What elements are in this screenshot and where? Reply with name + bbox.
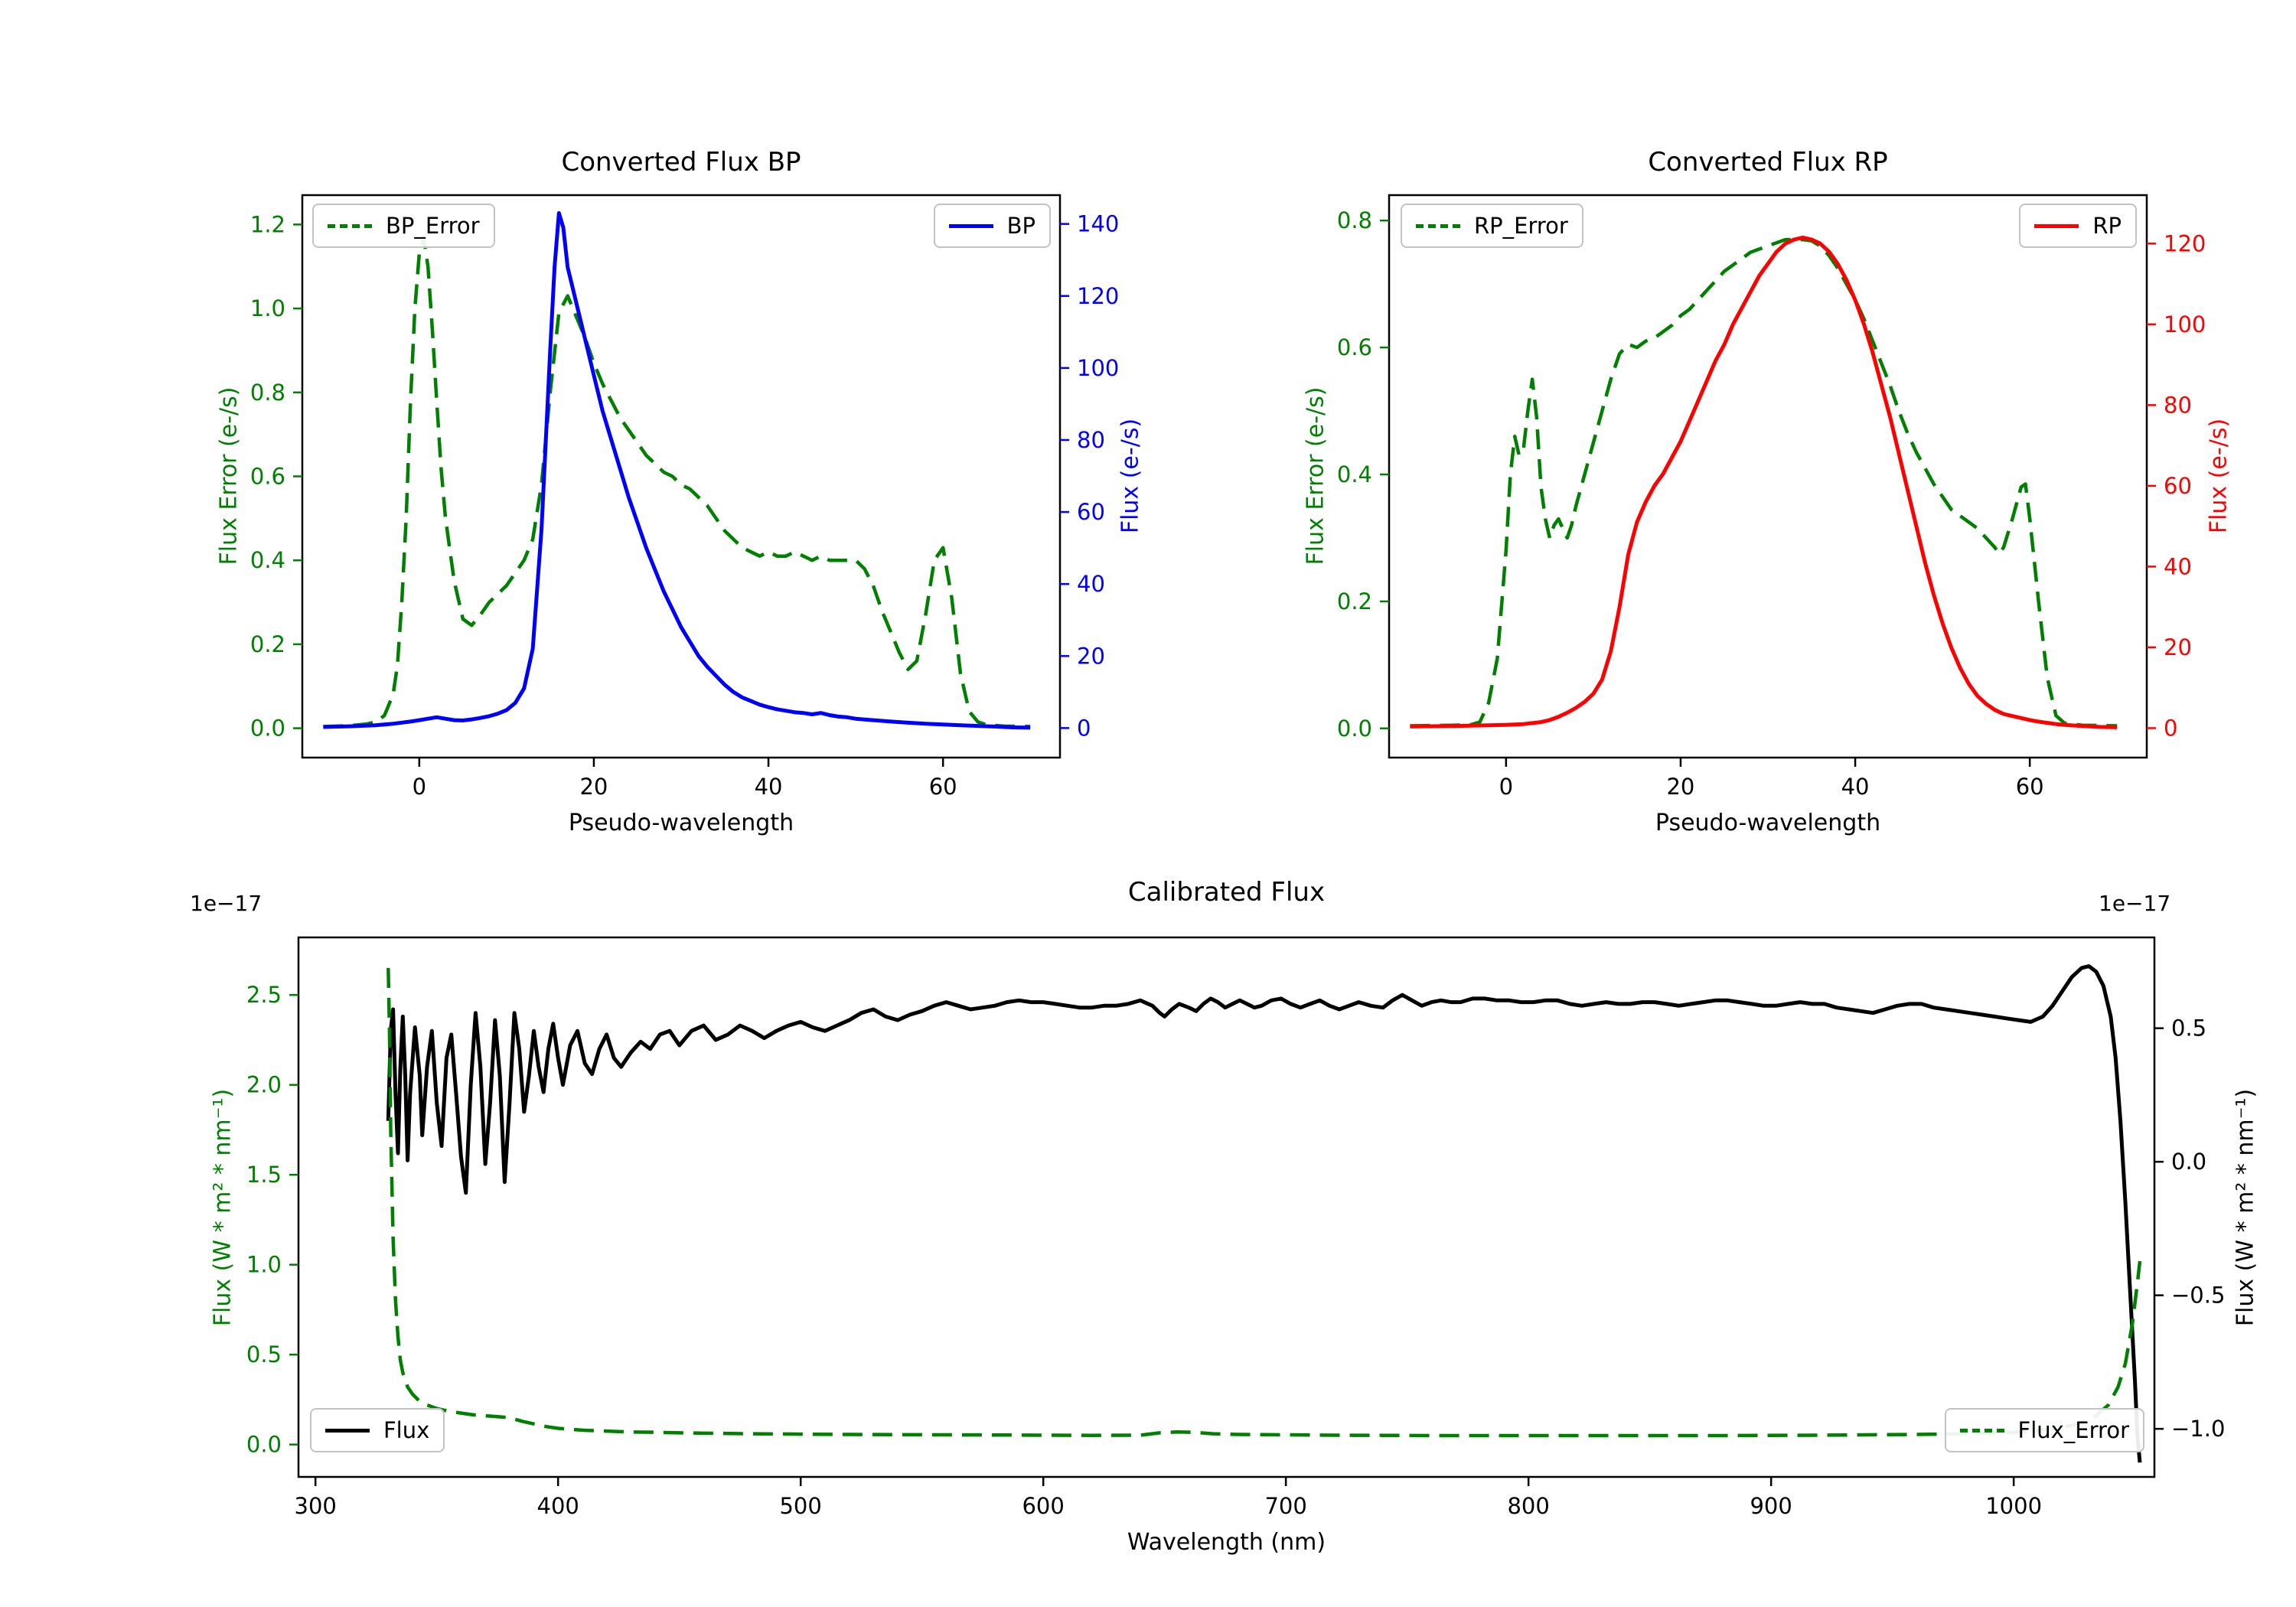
x-tick-label: 800 <box>1507 1493 1549 1519</box>
x-tick-label: 700 <box>1264 1493 1306 1519</box>
bp-legend-line-icon <box>948 223 993 228</box>
series-line-Flux_Error <box>386 967 2142 1438</box>
right-y-tick-label: 120 <box>2164 230 2206 256</box>
x-tick-label: 400 <box>537 1493 579 1519</box>
bp-left-yaxis-label: Flux Error (e-/s) <box>215 386 243 566</box>
flux-error-legend-label: Flux_Error <box>2017 1417 2129 1443</box>
right-y-tick-label: 0.0 <box>2171 1149 2206 1175</box>
left-y-tick-label: 0.0 <box>1337 715 1372 742</box>
chart-calibrated: 300 400 500 600 700 800 900 1000 0.0 0.5 1.0 1.5 2.0… <box>246 936 2225 1519</box>
right-y-tick-label: 120 <box>1077 283 1119 309</box>
right-y-tick-label: 0 <box>1077 715 1091 741</box>
series-line-RP_Error <box>1410 237 2118 728</box>
left-y-tick-label: 2.0 <box>246 1072 282 1098</box>
bp-xaxis-label: Pseudo-wavelength <box>568 810 794 836</box>
right-y-tick-label: 0.5 <box>2171 1015 2206 1041</box>
x-tick-label: 40 <box>1841 774 1870 800</box>
flux-error-legend: Flux_Error <box>1944 1408 2144 1452</box>
flux-legend: Flux <box>310 1408 445 1452</box>
left-y-tick-label: 0.8 <box>250 380 285 406</box>
right-y-tick-label: 20 <box>1077 643 1105 669</box>
left-scale-offset-text: 1e−17 <box>190 891 263 916</box>
right-y-tick-label: 80 <box>1077 427 1105 453</box>
left-y-tick-label: 2.5 <box>246 982 282 1008</box>
series-line-BP <box>323 211 1031 730</box>
rp-left-yaxis-label: Flux Error (e-/s) <box>1302 386 1329 566</box>
left-y-tick-label: 0.0 <box>246 1432 282 1458</box>
left-y-tick-label: 1.2 <box>250 211 285 237</box>
x-tick-label: 1000 <box>1985 1493 2042 1519</box>
x-tick-label: 20 <box>1666 774 1694 800</box>
series-line-Flux <box>386 964 2142 1463</box>
left-y-tick-label: 0.4 <box>1337 461 1372 487</box>
rp-error-legend-label: RP_Error <box>1474 213 1568 239</box>
left-y-tick-label: 0.0 <box>250 715 285 742</box>
rp-xaxis-label: Pseudo-wavelength <box>1655 810 1881 836</box>
left-y-tick-label: 0.2 <box>250 631 285 657</box>
x-tick-label: 60 <box>2016 774 2044 800</box>
rp-chart-title: Converted Flux RP <box>1648 147 1888 178</box>
left-y-tick-label: 1.0 <box>250 295 285 321</box>
calibrated-xaxis-label: Wavelength (nm) <box>1127 1529 1326 1556</box>
right-y-tick-label: 100 <box>2164 311 2206 337</box>
right-y-tick-label: 20 <box>2164 634 2192 660</box>
bp-error-legend-line-icon <box>328 223 372 228</box>
rp-error-legend-line-icon <box>1416 223 1460 228</box>
left-y-tick-label: 0.6 <box>250 464 285 490</box>
bp-legend-label: BP <box>1006 213 1035 239</box>
left-y-tick-label: 1.0 <box>246 1252 282 1278</box>
x-tick-label: 500 <box>779 1493 821 1519</box>
right-y-tick-label: 40 <box>1077 571 1105 597</box>
x-tick-label: 20 <box>579 774 608 800</box>
rp-legend-label: RP <box>2092 213 2122 239</box>
axes-frame <box>1388 194 2148 759</box>
axes-frame <box>297 936 2156 1478</box>
chart-bp: 0 20 40 60 0.0 0.2 0.4 0.6 0.8 1.0 1.2 0 20 40 60 80 100… <box>250 194 1119 800</box>
left-y-tick-label: 0.2 <box>1337 588 1372 614</box>
chart-rp: 0 20 40 60 0.0 0.2 0.4 0.6 0.8 0 20 40 60 80 100 120 <box>1337 194 2206 800</box>
right-y-tick-label: −0.5 <box>2171 1283 2225 1309</box>
x-tick-label: 600 <box>1022 1493 1064 1519</box>
bp-right-yaxis-label: Flux (e-/s) <box>1117 418 1144 534</box>
right-y-tick-label: −1.0 <box>2171 1416 2225 1442</box>
axes-frame <box>301 194 1062 759</box>
series-line-BP_Error <box>323 235 1031 729</box>
calibrated-right-yaxis-label: Flux (W * m² * nm⁻¹) <box>2232 1088 2259 1327</box>
right-y-tick-label: 40 <box>2164 553 2192 579</box>
right-y-tick-label: 80 <box>2164 392 2192 418</box>
rp-error-legend: RP_Error <box>1401 204 1583 248</box>
series-line-RP <box>1410 235 2118 729</box>
left-y-tick-label: 0.5 <box>246 1341 282 1367</box>
rp-legend: RP <box>2019 204 2137 248</box>
x-tick-label: 60 <box>929 774 957 800</box>
calibrated-left-yaxis-label: Flux (W * m² * nm⁻¹) <box>209 1088 236 1327</box>
bp-error-legend-label: BP_Error <box>386 213 480 239</box>
right-y-tick-label: 60 <box>2164 473 2192 499</box>
bp-legend: BP <box>933 204 1051 248</box>
rp-legend-line-icon <box>2034 223 2079 228</box>
flux-legend-label: Flux <box>383 1417 430 1443</box>
right-y-tick-label: 60 <box>1077 499 1105 525</box>
left-y-tick-label: 0.6 <box>1337 334 1372 360</box>
calibrated-chart-title: Calibrated Flux <box>1127 877 1326 908</box>
x-tick-label: 300 <box>295 1493 337 1519</box>
right-y-tick-label: 0 <box>2164 715 2177 741</box>
left-y-tick-label: 0.8 <box>1337 207 1372 233</box>
rp-right-yaxis-label: Flux (e-/s) <box>2205 418 2232 534</box>
right-y-tick-label: 140 <box>1077 211 1119 237</box>
bp-chart-title: Converted Flux BP <box>561 147 801 178</box>
x-tick-label: 0 <box>413 774 426 800</box>
right-scale-offset-text: 1e−17 <box>2099 891 2171 916</box>
left-y-tick-label: 1.5 <box>246 1162 282 1188</box>
x-tick-label: 40 <box>755 774 783 800</box>
bp-error-legend: BP_Error <box>312 204 495 248</box>
left-y-tick-label: 0.4 <box>250 547 285 573</box>
x-tick-label: 900 <box>1750 1493 1792 1519</box>
flux-error-legend-line-icon <box>1959 1428 2004 1433</box>
flux-legend-line-icon <box>325 1428 370 1433</box>
x-tick-label: 0 <box>1499 774 1513 800</box>
right-y-tick-label: 100 <box>1077 355 1119 381</box>
